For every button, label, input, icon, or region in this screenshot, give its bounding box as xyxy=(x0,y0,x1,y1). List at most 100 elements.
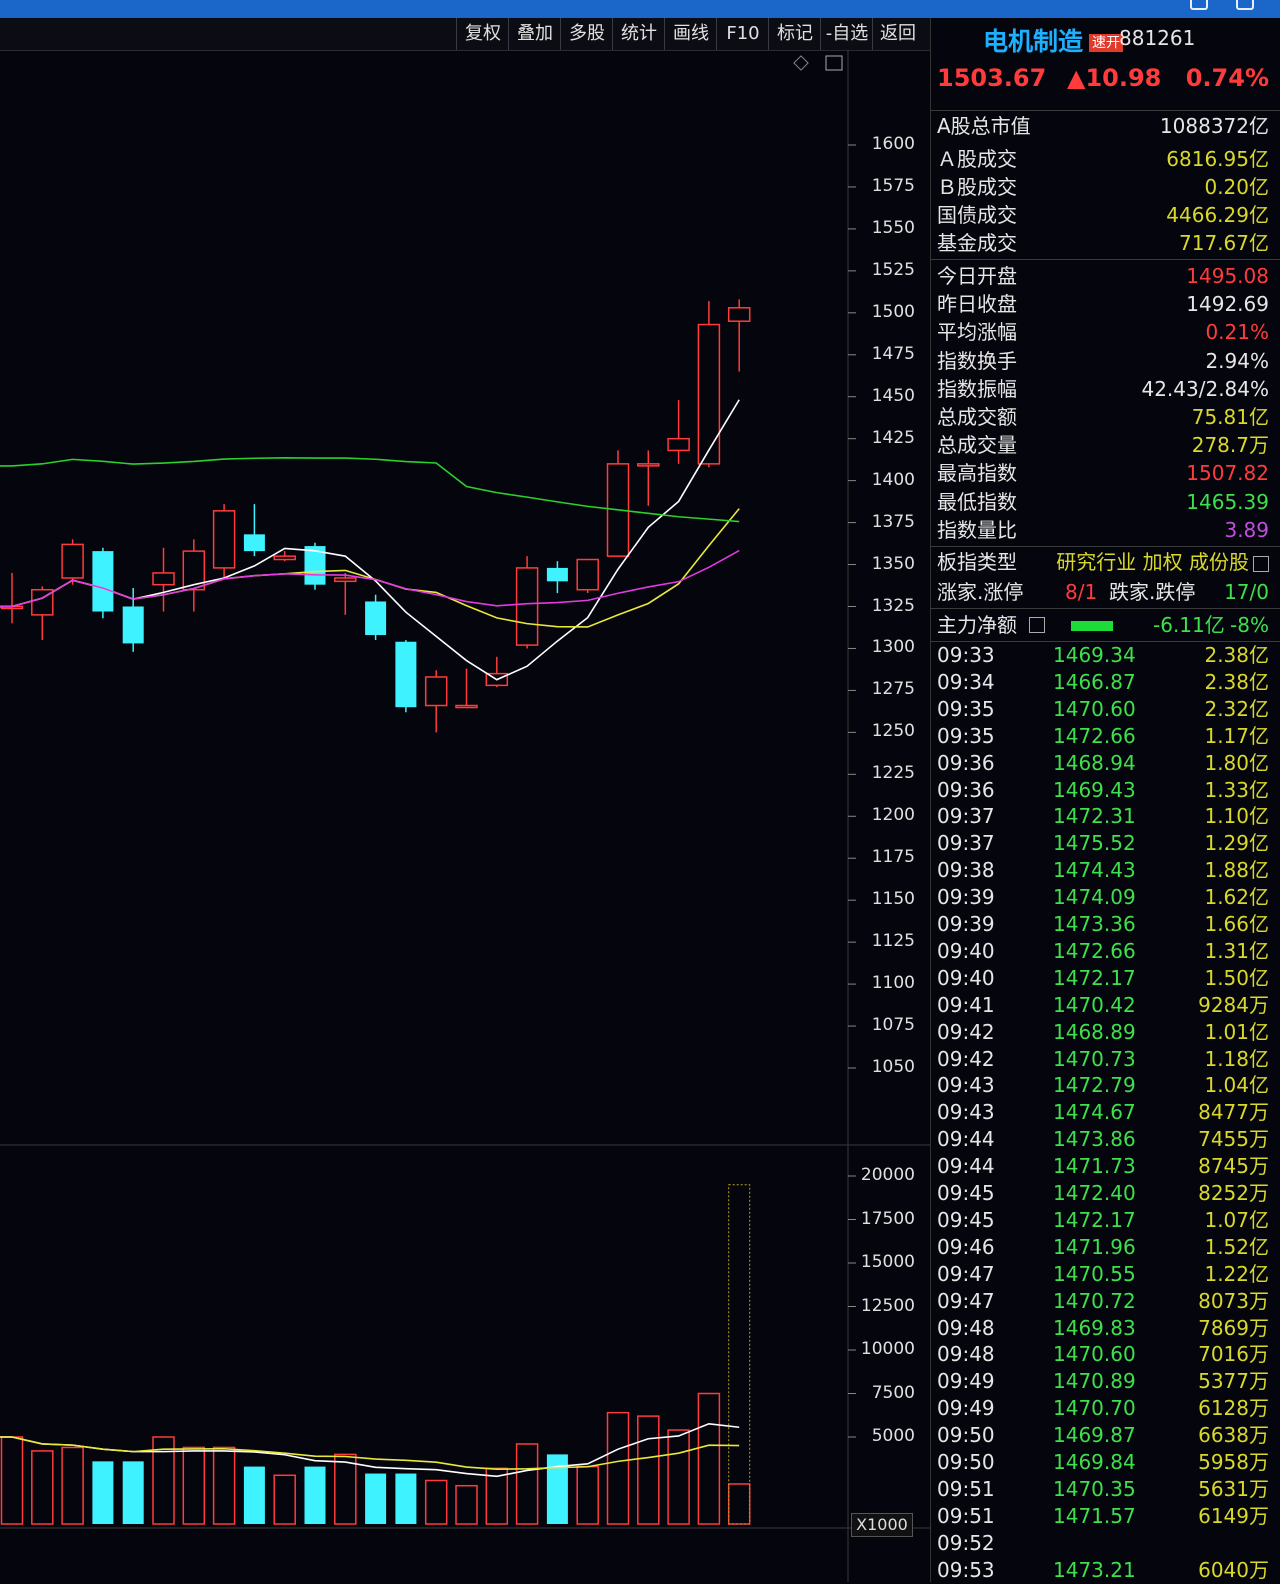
tick-volume: 5631万 xyxy=(1198,1476,1269,1501)
tick-volume: 8073万 xyxy=(1198,1288,1269,1313)
tick-price: 1470.60 xyxy=(1053,696,1136,721)
main-fund-row: 主力净额 -6.11亿 -8% xyxy=(931,611,1280,639)
kline-chart[interactable]: X1000 1600 1575 1550 1525 1500 1475 1450 1425 14… xyxy=(0,50,930,1582)
tick-row: 09:36 1469.43 1.33亿 xyxy=(931,777,1280,804)
price-axis-label: 1500 xyxy=(871,301,915,322)
toolbar-button-7[interactable]: -自选 xyxy=(820,18,873,50)
tick-row: 09:39 1473.36 1.66亿 xyxy=(931,911,1280,938)
candle-body xyxy=(667,437,690,452)
tick-time: 09:45 xyxy=(937,1207,995,1232)
row-label: Ａ股成交 xyxy=(937,147,1017,171)
window-control-icon[interactable] xyxy=(1190,0,1208,10)
row-value: 1507.82 xyxy=(1186,461,1269,486)
volume-bar xyxy=(667,1429,690,1525)
tick-time: 09:40 xyxy=(937,938,995,963)
tick-price: 1470.60 xyxy=(1053,1342,1136,1367)
candle-body xyxy=(122,606,144,644)
volume-bar xyxy=(31,1450,54,1525)
volume-bar xyxy=(727,1483,751,1525)
tick-volume: 1.52亿 xyxy=(1204,1234,1269,1259)
tick-time: 09:47 xyxy=(937,1261,995,1286)
stat-row: 指数振幅 42.43/2.84% xyxy=(931,375,1280,403)
tick-volume: 1.62亿 xyxy=(1204,885,1269,910)
list-icon[interactable] xyxy=(1029,617,1045,633)
price-axis-label: 1225 xyxy=(871,763,915,784)
fund-pct: -8% xyxy=(1230,613,1269,637)
tick-price: 1472.17 xyxy=(1053,1207,1136,1232)
toolbar-button-8[interactable]: 返回 xyxy=(872,18,923,50)
market-row: Ａ股成交 6816.95亿 xyxy=(931,145,1280,173)
tick-time: 09:33 xyxy=(937,643,995,667)
stat-row: 总成交额 75.81亿 xyxy=(931,403,1280,431)
toolbar-button-3[interactable]: 统计 xyxy=(612,18,665,50)
volume-bar xyxy=(576,1465,599,1525)
tick-row: 09:42 1468.89 1.01亿 xyxy=(931,1019,1280,1046)
stat-row: 平均涨幅 0.21% xyxy=(931,318,1280,346)
tick-time: 09:39 xyxy=(937,885,995,910)
toolbar-button-0[interactable]: 复权 xyxy=(456,18,509,50)
board-type-row: 板指类型 研究行业 加权 成份股 xyxy=(931,548,1280,576)
tick-volume: 7455万 xyxy=(1198,1127,1269,1152)
tick-price: 1471.96 xyxy=(1053,1234,1136,1259)
tick-time: 09:43 xyxy=(937,1100,995,1125)
tick-volume: 8477万 xyxy=(1198,1100,1269,1125)
row-value: 42.43/2.84% xyxy=(1141,376,1269,401)
candle-body xyxy=(243,534,265,552)
volume-axis-label: 7500 xyxy=(871,1382,915,1403)
tick-row: 09:43 1472.79 1.04亿 xyxy=(931,1072,1280,1099)
tick-time: 09:52 xyxy=(937,1530,995,1555)
stat-row: 今日开盘 1495.08 xyxy=(931,262,1280,290)
tick-volume: 1.80亿 xyxy=(1204,750,1269,775)
index-code: 881261 xyxy=(1119,26,1196,50)
toolbar-button-4[interactable]: 画线 xyxy=(664,18,717,50)
tick-volume: 6638万 xyxy=(1198,1423,1269,1448)
tick-row: 09:51 1470.35 5631万 xyxy=(931,1476,1280,1503)
row-label: 基金成交 xyxy=(937,231,1017,255)
tick-time: 09:51 xyxy=(937,1503,995,1528)
candle-body xyxy=(92,551,114,612)
down-value: 17/0 xyxy=(1224,580,1269,604)
tick-volume: 1.33亿 xyxy=(1204,777,1269,802)
price-axis-label: 1525 xyxy=(871,259,915,280)
tick-time: 09:48 xyxy=(937,1315,995,1340)
volume-axis-label: 17500 xyxy=(860,1208,915,1229)
tick-row: 09:49 1470.89 5377万 xyxy=(931,1368,1280,1395)
grid-icon[interactable] xyxy=(1253,555,1269,572)
stat-row: 最高指数 1507.82 xyxy=(931,459,1280,487)
toolbar-button-6[interactable]: 标记 xyxy=(768,18,821,50)
volume-axis-label: 10000 xyxy=(860,1339,915,1359)
tick-volume: 2.38亿 xyxy=(1204,643,1269,667)
ma20-line xyxy=(0,549,740,608)
tick-row: 09:50 1469.87 6638万 xyxy=(931,1422,1280,1449)
candle-body xyxy=(152,572,175,586)
tick-volume: 1.29亿 xyxy=(1204,831,1269,856)
close-icon[interactable] xyxy=(1236,0,1254,10)
candle-body xyxy=(515,567,539,646)
tick-price: 1472.17 xyxy=(1053,965,1136,990)
chart-canvas[interactable] xyxy=(0,50,930,1582)
tick-time: 09:35 xyxy=(937,696,995,721)
volume-unit-button[interactable]: X1000 xyxy=(851,1513,913,1537)
toolbar-button-1[interactable]: 叠加 xyxy=(508,18,561,50)
price-axis-label: 1450 xyxy=(871,385,915,406)
candle-body xyxy=(273,555,296,561)
tick-time: 09:38 xyxy=(937,858,995,883)
tick-row: 09:45 1472.40 8252万 xyxy=(931,1180,1280,1207)
row-value: 0.21% xyxy=(1205,320,1269,345)
row-value: 研究行业 加权 成份股 xyxy=(1056,548,1269,576)
title-bar xyxy=(0,0,1280,18)
tick-price: 1470.72 xyxy=(1053,1288,1136,1313)
tick-row: 09:38 1474.43 1.88亿 xyxy=(931,857,1280,884)
toolbar-button-2[interactable]: 多股 xyxy=(560,18,613,50)
toolbar-button-5[interactable]: F10 xyxy=(716,18,769,50)
tick-price: 1473.36 xyxy=(1053,912,1136,936)
tick-time: 09:53 xyxy=(937,1557,995,1582)
tick-row: 09:46 1471.96 1.52亿 xyxy=(931,1234,1280,1261)
tick-row: 09:44 1473.86 7455万 xyxy=(931,1126,1280,1153)
tick-row: 09:33 1469.34 2.38亿 xyxy=(931,642,1280,669)
row-value: 1088372亿 xyxy=(1159,114,1269,138)
tick-row: 09:37 1472.31 1.10亿 xyxy=(931,803,1280,830)
market-row: 国债成交 4466.29亿 xyxy=(931,201,1280,229)
tick-volume: 1.10亿 xyxy=(1204,804,1269,829)
tick-time: 09:46 xyxy=(937,1234,995,1259)
